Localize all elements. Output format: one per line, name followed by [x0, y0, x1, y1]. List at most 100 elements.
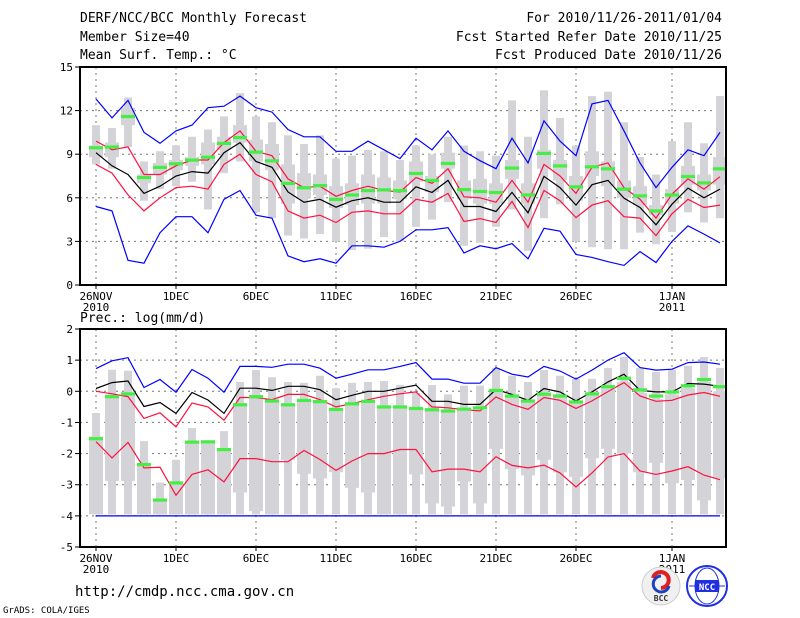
marker-bar	[617, 376, 631, 380]
marker-bar	[169, 481, 183, 485]
marker-bar	[409, 406, 423, 411]
marker-bar	[633, 194, 647, 198]
y-tick-label: -5	[60, 541, 73, 554]
range-bar	[508, 100, 516, 210]
ncc-logo-text: NCC	[699, 583, 715, 593]
precip-label: Prec.: log(mm/d)	[80, 311, 205, 326]
marker-bar	[345, 193, 359, 197]
range-bar	[92, 125, 100, 165]
box-bar	[297, 399, 311, 474]
marker-bar	[105, 395, 119, 399]
marker-bar	[585, 392, 599, 396]
marker-bar	[681, 384, 695, 388]
box-bar	[537, 394, 551, 460]
marker-bar	[457, 188, 471, 192]
marker-bar	[713, 167, 727, 171]
marker-bar	[425, 408, 439, 412]
ncc-logo: NCC	[686, 565, 728, 607]
y-tick-label: 3	[66, 235, 73, 248]
start-date: Fcst Started Refer Date 2010/11/25	[456, 30, 722, 45]
marker-bar	[89, 146, 103, 150]
box-bar	[265, 144, 279, 171]
plot-frame	[79, 328, 727, 548]
box-bar	[681, 388, 695, 481]
source-url[interactable]: http://cmdp.ncc.cma.gov.cn	[75, 584, 294, 600]
marker-bar	[313, 400, 327, 404]
box-bar	[473, 409, 487, 504]
box-bar	[329, 186, 343, 208]
bcc-logo-text: BCC	[654, 594, 669, 603]
x-tick-label: 21DEC	[479, 290, 512, 303]
x-year-label: 2011	[659, 301, 686, 314]
box-bar	[313, 402, 327, 479]
marker-bar	[505, 166, 519, 170]
marker-bar	[137, 462, 151, 467]
marker-bar	[665, 193, 679, 197]
marker-bar	[617, 187, 631, 191]
x-tick-label: 26DEC	[559, 552, 592, 565]
box-bar	[569, 402, 583, 477]
max-line	[95, 95, 721, 189]
marker-bar	[633, 388, 647, 392]
marker-bar	[569, 185, 583, 189]
min-line	[95, 189, 721, 267]
range-bar	[204, 129, 212, 210]
produced-date: Fcst Produced Date 2010/11/26	[495, 48, 722, 63]
x-tick-label: 21DEC	[479, 552, 512, 565]
box-bar	[297, 173, 311, 198]
marker-bar	[665, 390, 679, 394]
box-bar	[617, 381, 631, 454]
box-bar	[329, 408, 343, 473]
x-tick-label: 1JAN	[659, 552, 686, 565]
y-tick-label: 0	[66, 279, 73, 292]
range-bar	[716, 96, 724, 219]
upper-spread-line	[95, 130, 721, 220]
marker-bar	[169, 162, 183, 166]
marker-bar	[361, 189, 375, 193]
marker-bar	[137, 175, 151, 180]
x-tick-label: 1JAN	[659, 290, 686, 303]
marker-bar	[553, 394, 567, 398]
marker-bar	[185, 158, 199, 162]
box-bar	[409, 161, 423, 182]
marker-bar	[265, 399, 279, 403]
y-tick-label: 2	[66, 323, 73, 336]
marker-bar	[377, 188, 391, 192]
y-tick-label: 1	[66, 354, 73, 367]
range-bar	[252, 116, 260, 213]
box-bar	[201, 142, 215, 165]
x-tick-label: 11DEC	[319, 290, 352, 303]
variable-label: Mean Surf. Temp.: °C	[80, 48, 237, 63]
y-tick-label: -3	[60, 479, 73, 492]
box-bar	[345, 403, 359, 488]
x-tick-label: 6DEC	[243, 552, 270, 565]
marker-bar	[409, 171, 423, 176]
box-bar	[489, 391, 503, 449]
marker-bar	[681, 174, 695, 179]
lower-spread-line	[95, 153, 721, 237]
bcc-logo: BCC	[641, 566, 681, 606]
box-bar	[649, 399, 663, 463]
box-bar	[105, 394, 119, 481]
marker-bar	[153, 498, 167, 502]
marker-bar	[537, 151, 551, 156]
marker-bar	[425, 178, 439, 183]
marker-bar	[281, 403, 295, 407]
y-tick-label: -4	[60, 510, 74, 523]
box-bar	[409, 409, 423, 475]
box-bar	[457, 409, 471, 482]
marker-bar	[649, 394, 663, 398]
x-tick-label: 26DEC	[559, 290, 592, 303]
marker-bar	[121, 114, 135, 119]
marker-bar	[233, 403, 247, 407]
y-tick-label: 6	[66, 192, 73, 205]
member-size: Member Size=40	[80, 30, 190, 45]
box-bar	[601, 161, 615, 187]
x-tick-label: 1DEC	[163, 290, 190, 303]
box-bar	[585, 151, 599, 176]
box-bar	[441, 411, 455, 507]
marker-bar	[233, 135, 247, 140]
y-tick-label: -1	[60, 416, 73, 429]
